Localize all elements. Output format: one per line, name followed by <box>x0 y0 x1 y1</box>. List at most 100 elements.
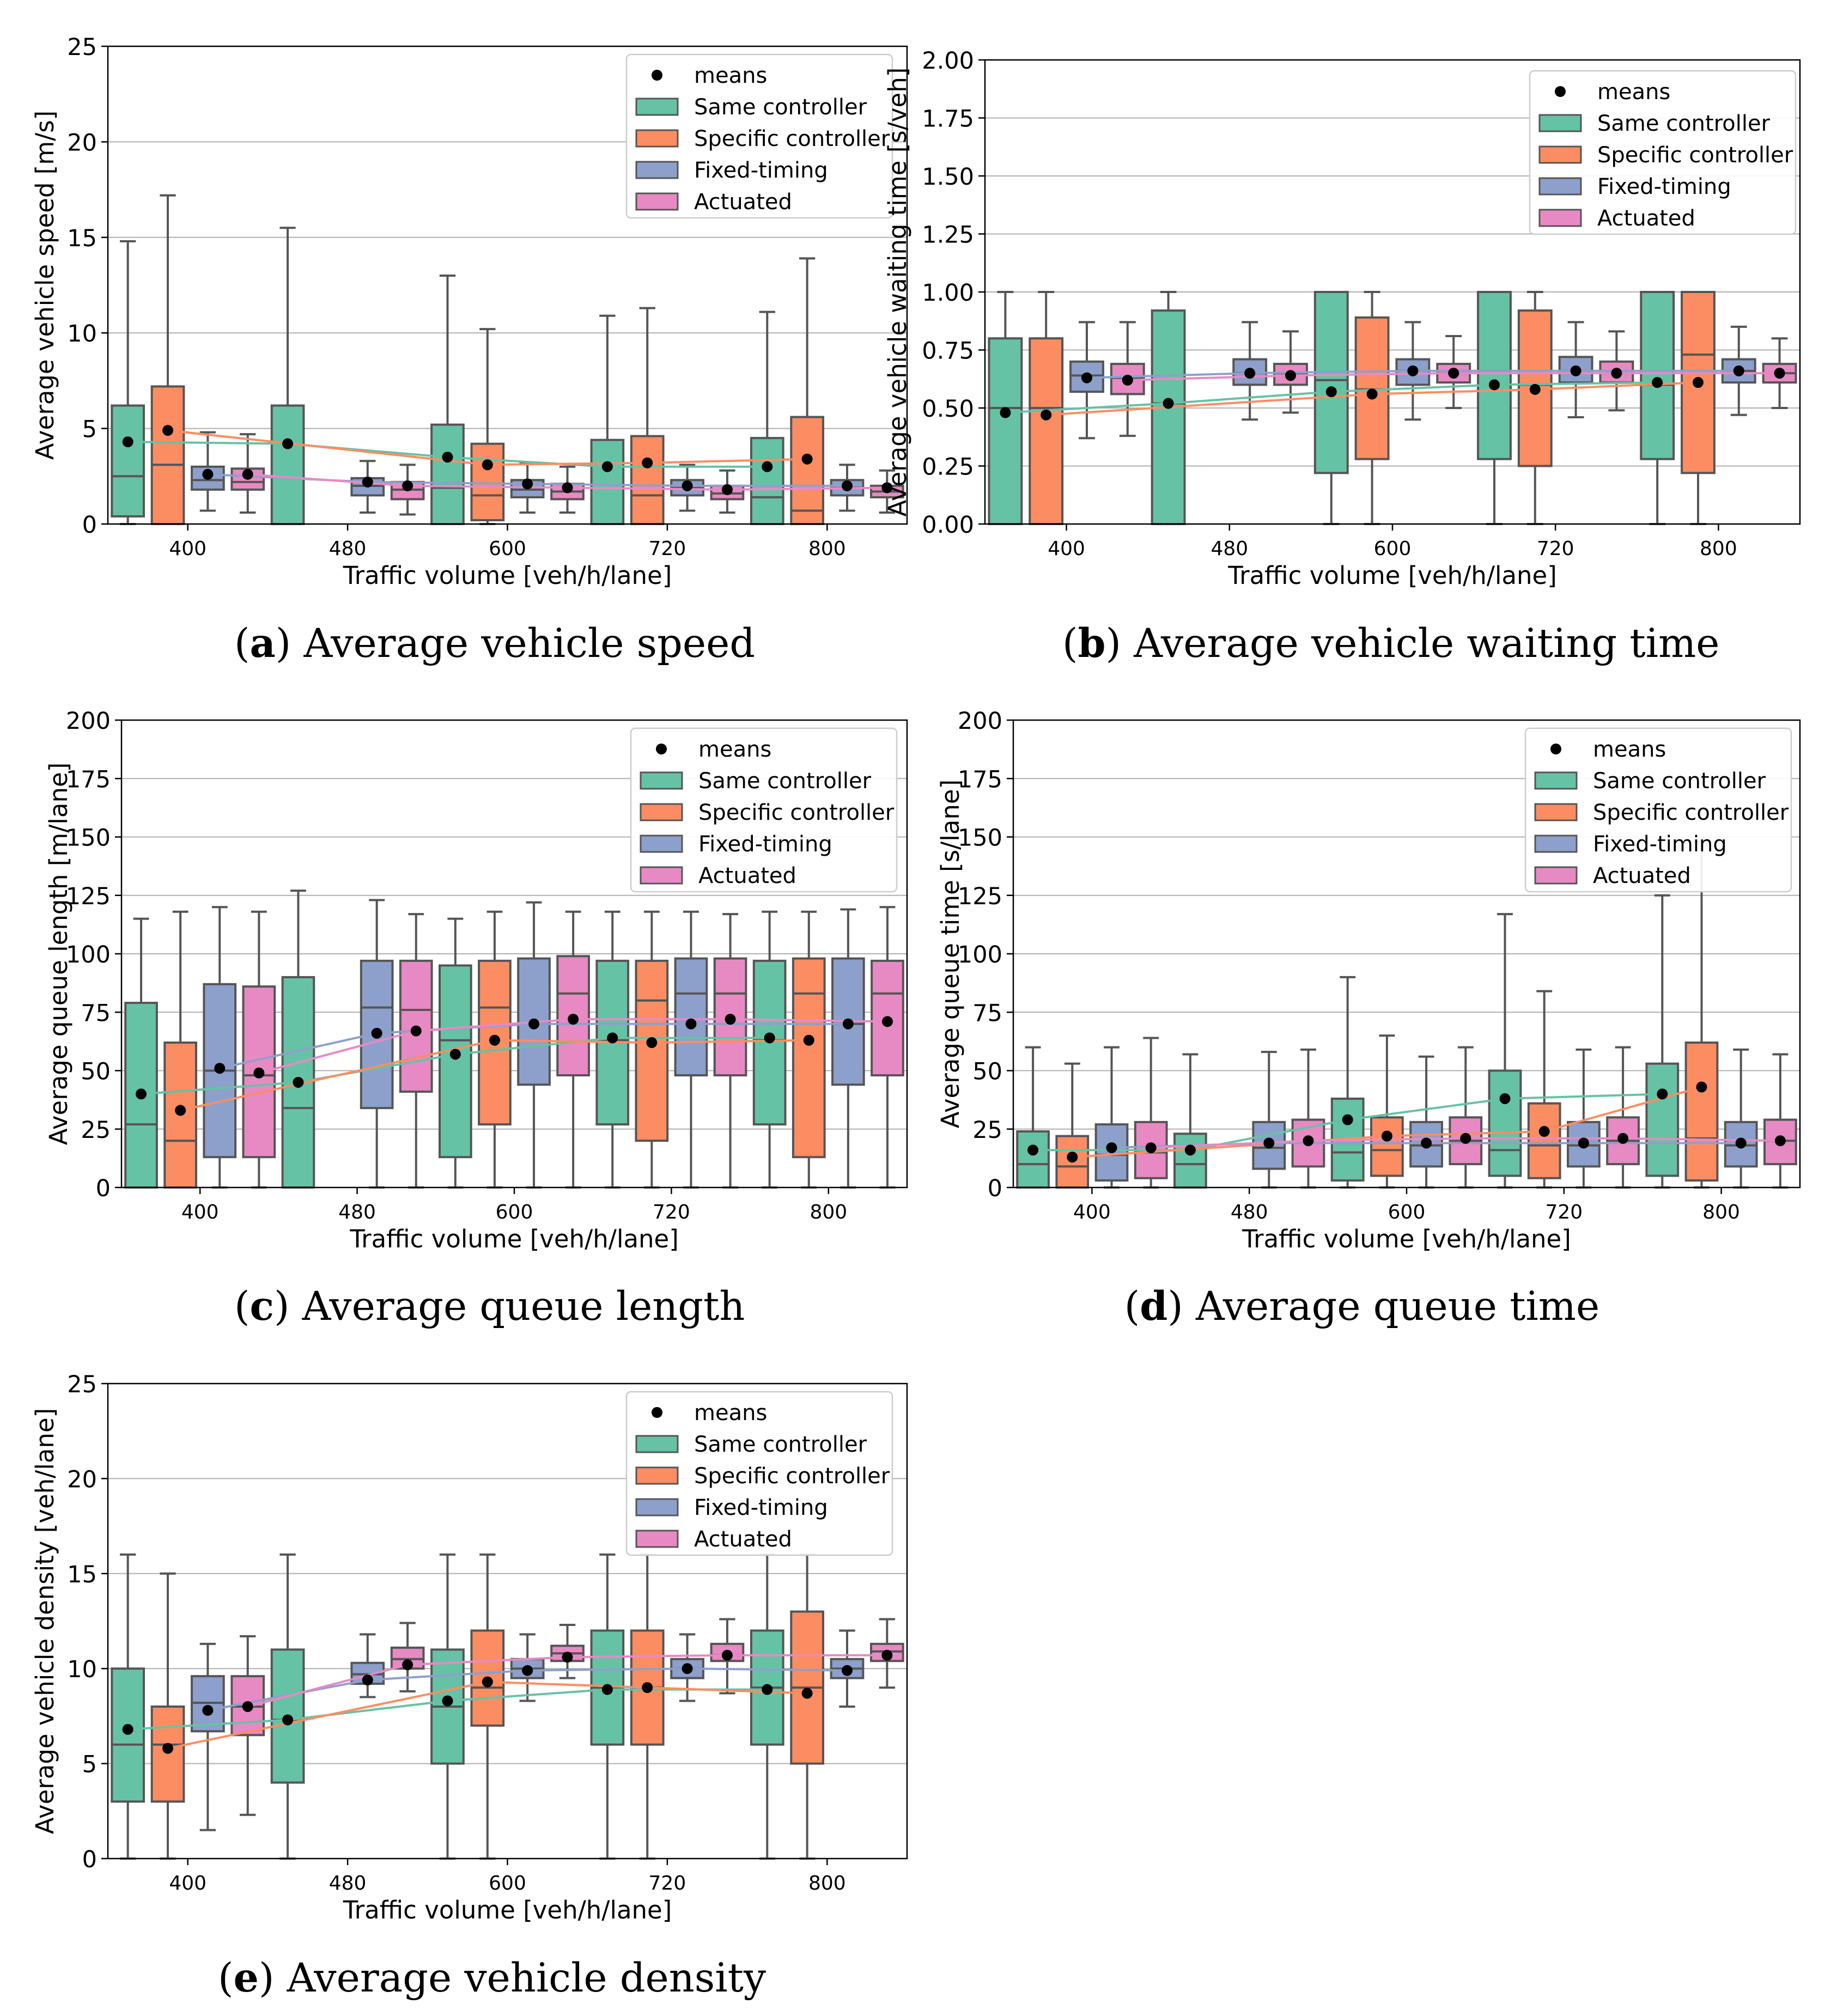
mean-point <box>1617 1132 1629 1144</box>
x-tick-label: 600 <box>489 538 526 560</box>
mean-point <box>721 484 733 495</box>
box-specific <box>1527 1102 1561 1179</box>
box-same <box>590 438 625 526</box>
box-same <box>750 437 784 526</box>
mean-point <box>721 1649 733 1661</box>
legend: means Same controller Specific controller F… <box>625 53 893 219</box>
mean-point <box>762 461 773 472</box>
legend-swatch-same <box>635 98 679 116</box>
legend-marker-means <box>1550 744 1561 754</box>
y-tick-label: 0.50 <box>922 395 974 423</box>
caption-a: (a) Average vehicle speed <box>234 620 756 667</box>
legend-label-actuated: Actuated <box>1597 206 1695 231</box>
x-tick-label: 400 <box>1073 1201 1111 1223</box>
legend-label-means: means <box>698 737 771 762</box>
y-tick-label: 1.00 <box>922 279 974 307</box>
mean-point <box>1184 1144 1196 1156</box>
mean-point <box>242 468 253 480</box>
x-tick-label: 720 <box>649 1872 686 1895</box>
x-axis-label: Traffic volume [veh/h/lane] <box>1242 1225 1571 1253</box>
y-tick-label: 200 <box>66 708 111 735</box>
mean-point <box>1693 377 1704 388</box>
mean-point <box>1529 383 1541 395</box>
legend-swatch-fixed <box>635 161 679 179</box>
box-specific <box>635 959 669 1142</box>
y-tick-label: 1.25 <box>922 222 974 249</box>
y-tick-label: 25 <box>67 1371 97 1398</box>
mean-point <box>562 1652 573 1663</box>
mean-point <box>1774 368 1785 379</box>
mean-point <box>1499 1093 1511 1104</box>
box-specific <box>1370 1116 1404 1177</box>
y-tick-label: 15 <box>67 1561 97 1588</box>
mean-point <box>293 1076 304 1088</box>
mean-point <box>1000 407 1011 418</box>
y-tick-label: 0.75 <box>922 338 974 365</box>
legend-label-means: means <box>694 63 767 88</box>
legend-swatch-actuated <box>640 866 683 885</box>
mean-point <box>1145 1142 1157 1154</box>
y-tick-label: 200 <box>958 708 1002 735</box>
x-tick-label: 600 <box>496 1201 533 1223</box>
box-same <box>1645 1062 1680 1177</box>
mean-point <box>122 1723 133 1735</box>
mean-point <box>402 1659 413 1671</box>
legend-swatch-specific <box>1538 145 1582 164</box>
legend-label-fixed: Fixed-timing <box>698 832 832 857</box>
mean-point <box>214 1063 226 1074</box>
mean-point <box>607 1032 618 1044</box>
x-tick-label: 600 <box>1388 1201 1426 1223</box>
y-tick-label: 20 <box>67 129 97 156</box>
caption-e: (e) Average vehicle density <box>218 1954 766 2001</box>
caption-d: (d) Average queue time <box>1124 1283 1600 1330</box>
y-tick-label: 150 <box>958 825 1002 852</box>
box-same <box>1313 291 1349 474</box>
y-tick-label: 5 <box>82 416 97 443</box>
mean-point <box>402 480 413 491</box>
mean-point <box>1733 365 1744 376</box>
mean-point <box>1570 365 1581 376</box>
legend-swatch-same <box>1538 114 1582 132</box>
mean-point <box>1041 409 1052 421</box>
y-axis-label: Average vehicle speed [m/s] <box>31 111 59 460</box>
legend-frame <box>1524 727 1792 893</box>
mean-point <box>881 482 893 494</box>
legend-swatch-specific <box>1534 803 1578 821</box>
mean-point <box>1696 1081 1707 1093</box>
legend-label-fixed: Fixed-timing <box>694 158 828 183</box>
box-same <box>1173 1132 1207 1189</box>
chart-c: 0 25 50 75 100 125 150 175 200 400 480 600 720 800 Tra… <box>44 708 908 1253</box>
mean-point <box>841 480 853 491</box>
y-tick-label: 0 <box>988 1175 1002 1202</box>
y-tick-label: 0 <box>96 1175 111 1202</box>
legend-marker-means <box>652 1407 662 1418</box>
legend-label-same: Same controller <box>694 1432 867 1457</box>
legend-label-means: means <box>1593 737 1666 762</box>
mean-point <box>1381 1130 1392 1142</box>
mean-point <box>842 1018 854 1030</box>
y-tick-label: 150 <box>66 825 111 852</box>
box-specific <box>1684 1042 1719 1182</box>
mean-point <box>362 1674 373 1686</box>
y-tick-label: 125 <box>958 883 1002 910</box>
mean-point <box>1421 1137 1432 1149</box>
mean-point <box>764 1032 775 1044</box>
y-tick-label: 2.00 <box>922 47 974 75</box>
legend-label-same: Same controller <box>1593 769 1766 794</box>
mean-point <box>282 438 294 449</box>
legend-label-actuated: Actuated <box>694 1527 792 1552</box>
legend-swatch-specific <box>640 803 683 821</box>
mean-point <box>762 1684 773 1695</box>
box-specific <box>1354 316 1390 460</box>
legend-swatch-actuated <box>1534 866 1578 885</box>
mean-point <box>162 1743 174 1754</box>
x-tick-label: 480 <box>338 1201 376 1223</box>
y-axis-label: Average vehicle waiting time [s/veh] <box>883 68 912 517</box>
x-tick-label: 800 <box>808 538 846 560</box>
legend-label-actuated: Actuated <box>1593 863 1691 888</box>
box-same <box>1477 291 1512 460</box>
mean-point <box>1538 1126 1550 1137</box>
mean-point <box>1657 1088 1668 1100</box>
x-tick-label: 800 <box>808 1872 846 1895</box>
mean-point <box>202 1704 214 1716</box>
